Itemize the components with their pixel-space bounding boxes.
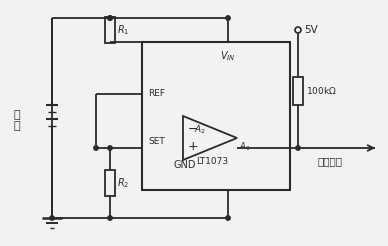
Bar — [105, 170, 115, 196]
Text: $V_{IN}$: $V_{IN}$ — [220, 49, 236, 63]
Text: $+$: $+$ — [187, 140, 198, 154]
Circle shape — [108, 16, 112, 20]
Text: $R_2$: $R_2$ — [117, 176, 129, 190]
Bar — [105, 17, 115, 43]
Text: 电: 电 — [14, 110, 21, 120]
Bar — [142, 42, 290, 190]
Circle shape — [108, 146, 112, 150]
Text: 接处理机: 接处理机 — [318, 156, 343, 166]
Text: 5V: 5V — [304, 25, 318, 35]
Text: 池: 池 — [14, 121, 21, 131]
Text: GND: GND — [174, 160, 196, 170]
Circle shape — [296, 146, 300, 150]
Text: $-$: $-$ — [187, 122, 198, 135]
Circle shape — [226, 16, 230, 20]
Circle shape — [94, 146, 98, 150]
Text: 100k$\Omega$: 100k$\Omega$ — [306, 85, 337, 96]
Text: LT1073: LT1073 — [196, 157, 228, 167]
Circle shape — [108, 16, 112, 20]
Circle shape — [108, 216, 112, 220]
Text: REF: REF — [148, 90, 165, 98]
Text: $A_2$: $A_2$ — [194, 124, 206, 136]
Text: $A_0$: $A_0$ — [239, 141, 251, 153]
Bar — [293, 77, 303, 105]
Circle shape — [226, 216, 230, 220]
Text: $R_1$: $R_1$ — [117, 23, 129, 37]
Circle shape — [50, 216, 54, 220]
Text: SET: SET — [148, 138, 165, 147]
